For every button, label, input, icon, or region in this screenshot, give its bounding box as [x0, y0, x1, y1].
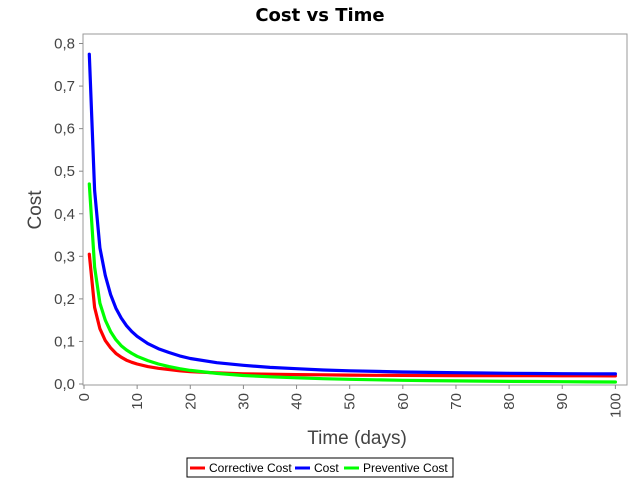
x-tick-label: 20 — [182, 393, 199, 410]
legend: Corrective Cost Cost Preventive Cost — [186, 457, 454, 478]
y-axis-label: Cost — [25, 190, 46, 230]
x-tick-label: 60 — [395, 393, 412, 410]
y-axis: 0,0 0,1 0,2 0,3 0,4 0,5 0,6 0,7 0,8 — [54, 36, 83, 393]
chart-title: Cost vs Time — [255, 5, 384, 26]
y-tick-label: 0,5 — [54, 163, 75, 180]
y-tick-label: 0,2 — [54, 291, 75, 308]
legend-label-corrective-cost: Corrective Cost — [209, 461, 292, 475]
x-tick-label: 40 — [289, 393, 306, 410]
y-tick-label: 0,7 — [54, 78, 75, 95]
x-tick-label: 80 — [501, 393, 518, 410]
x-tick-label: 10 — [129, 393, 146, 410]
y-tick-label: 0,8 — [54, 36, 75, 53]
x-tick-label: 70 — [448, 393, 465, 410]
x-tick-label: 90 — [554, 393, 571, 410]
series-line-cost — [87, 52, 618, 376]
y-tick-label: 0,1 — [54, 333, 75, 350]
plot-area — [82, 33, 628, 386]
y-tick-label: 0,0 — [54, 376, 75, 393]
legend-label-preventive-cost: Preventive Cost — [363, 461, 448, 475]
y-tick-label: 0,6 — [54, 121, 75, 138]
x-tick-label: 100 — [607, 393, 624, 418]
x-axis: 0 10 20 30 40 50 60 70 80 90 100 — [76, 385, 624, 418]
legend-label-cost: Cost — [314, 461, 339, 475]
y-tick-label: 0,4 — [54, 206, 75, 223]
y-tick-label: 0,3 — [54, 248, 75, 265]
series-layer — [87, 52, 618, 384]
legend-box — [186, 457, 454, 478]
x-axis-label: Time (days) — [307, 428, 407, 449]
series-line-preventive-cost — [87, 182, 618, 384]
x-tick-label: 0 — [76, 393, 93, 401]
x-tick-label: 30 — [235, 393, 252, 410]
x-tick-label: 50 — [342, 393, 359, 410]
